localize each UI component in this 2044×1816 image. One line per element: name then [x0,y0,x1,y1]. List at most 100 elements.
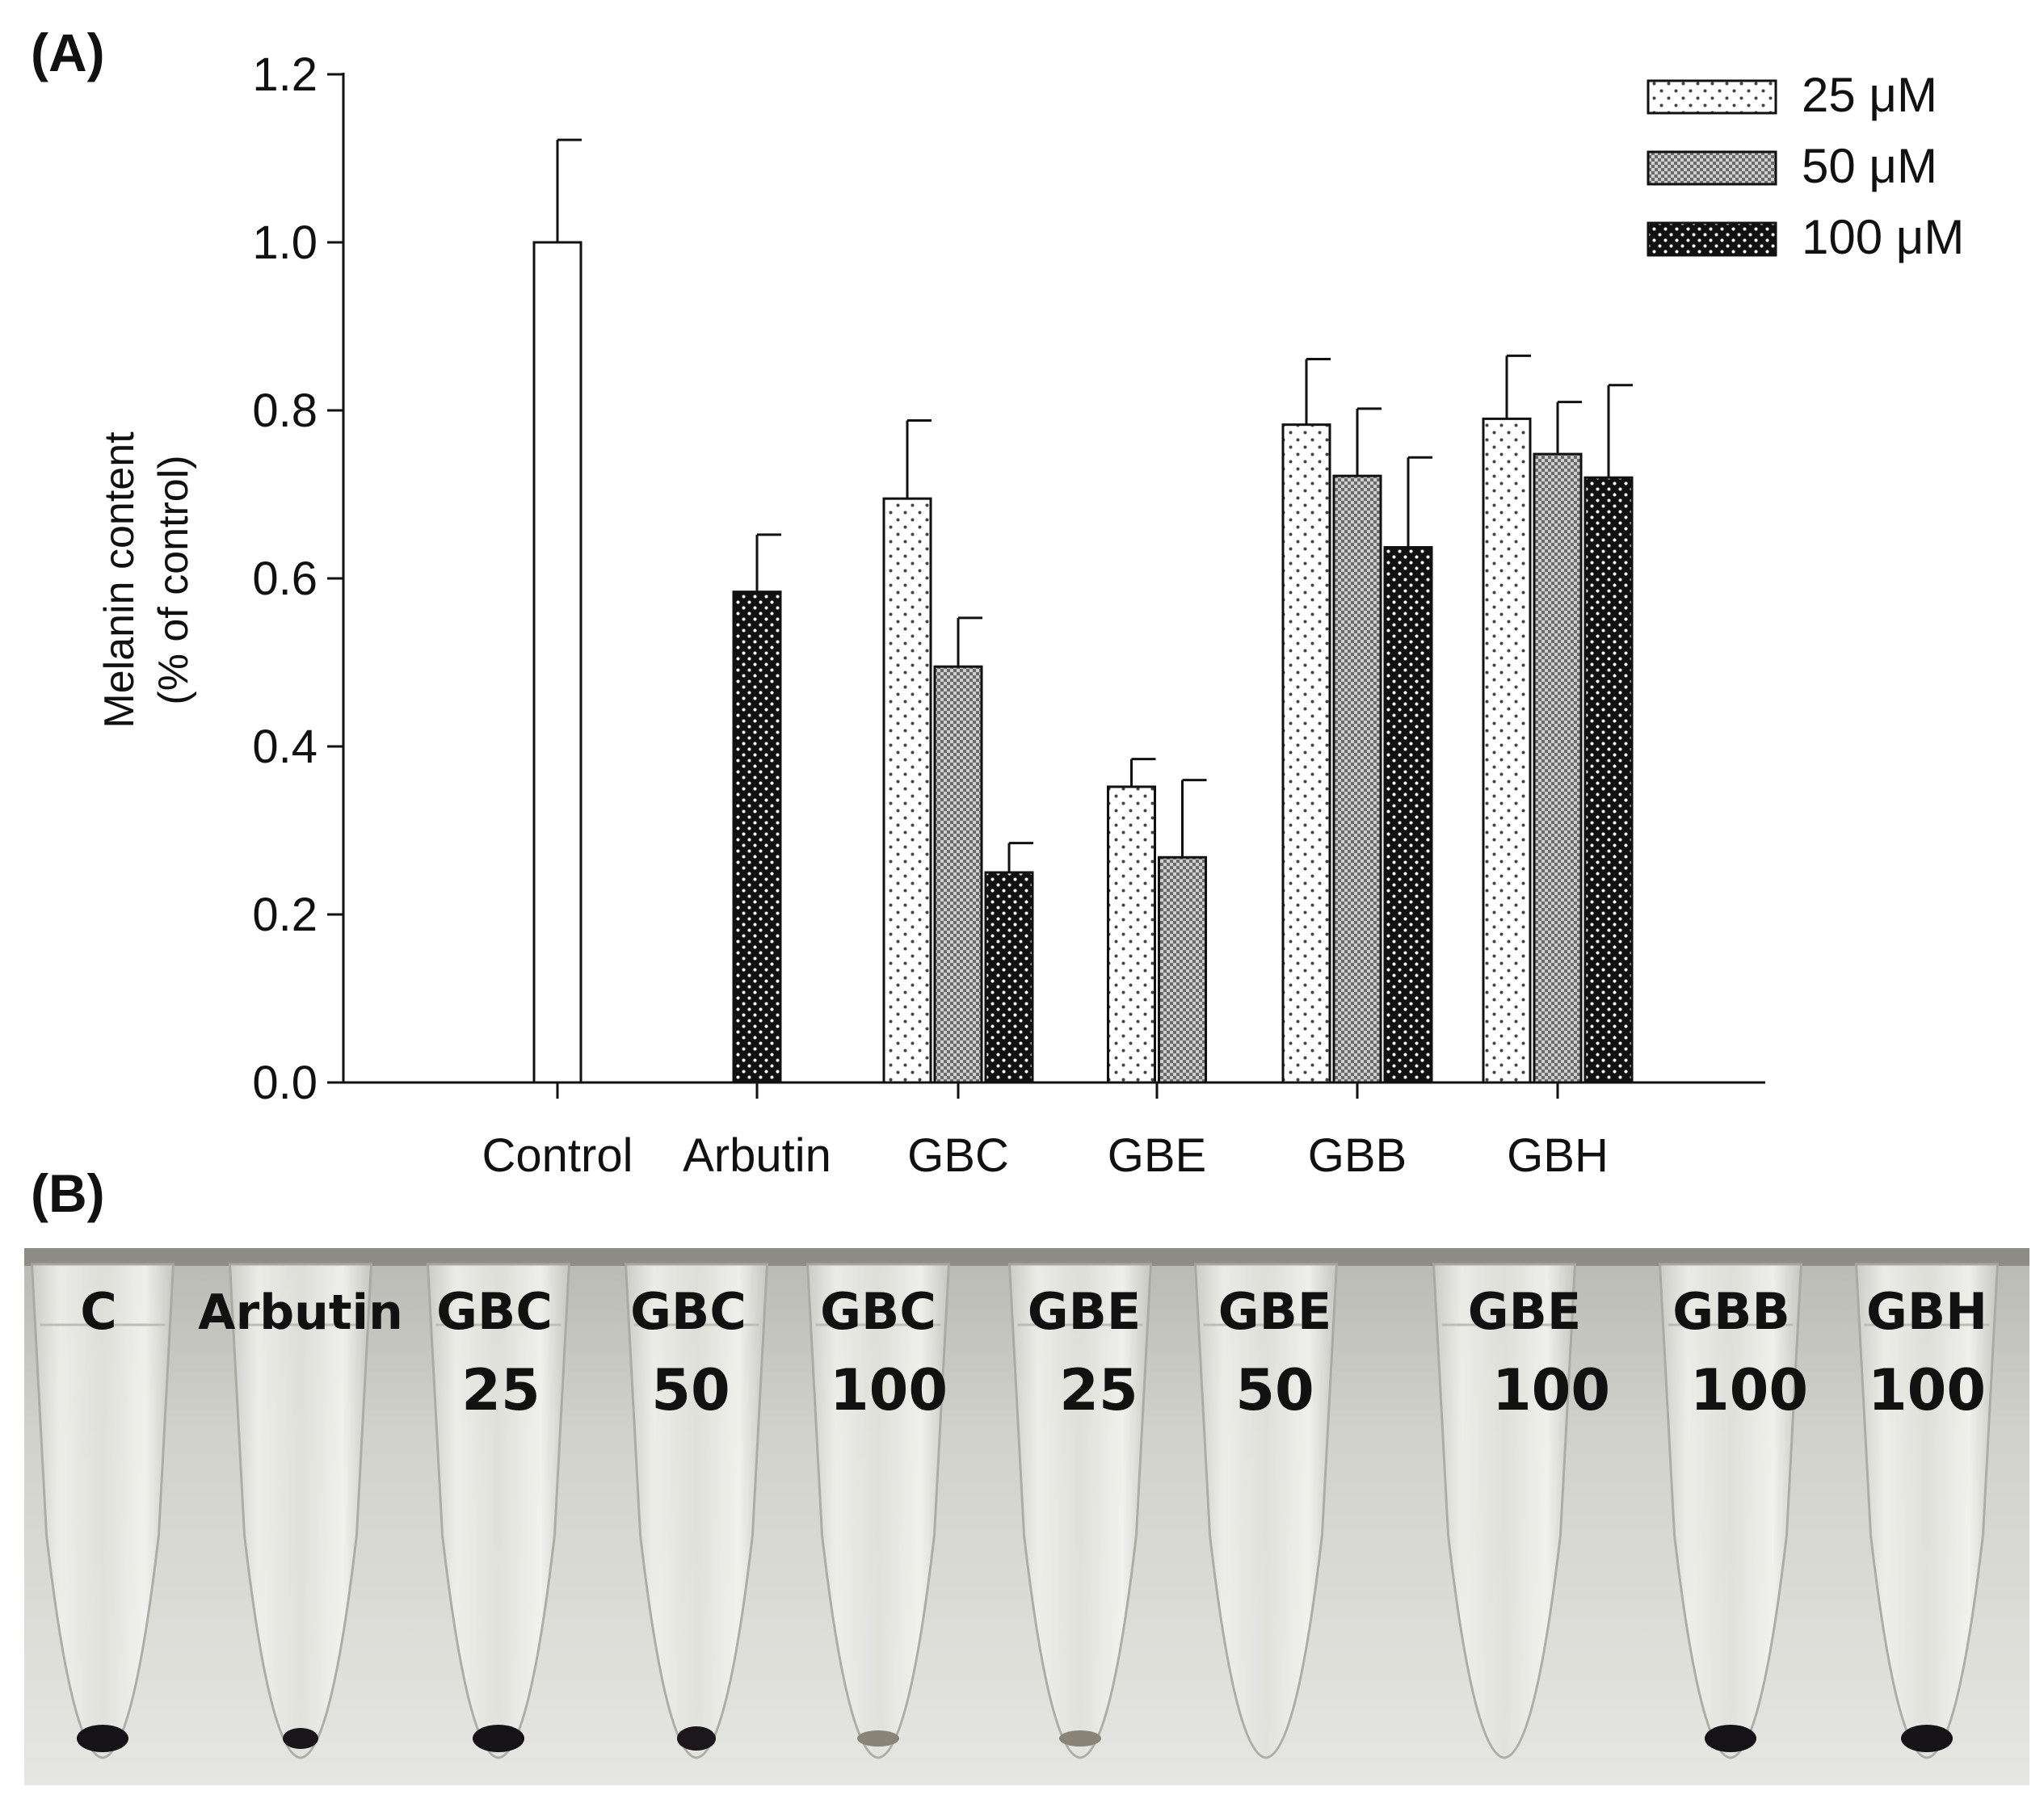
y-tick-label: 0.6 [252,553,318,605]
tube-label-line1: GBE [1468,1282,1582,1341]
pellet [473,1725,524,1752]
tube-body [805,1263,951,1759]
bar-gbc-1 [933,616,983,1084]
tube: GBE 50 [1193,1263,1339,1759]
y-tick-label: 1.0 [252,216,318,269]
tube: C [30,1263,175,1759]
pellet [677,1726,716,1751]
y-axis-title-line1: Melanin content [96,431,143,729]
tube-body [426,1263,571,1759]
bar [882,497,932,1084]
bar-control [532,138,582,1084]
tube-label-line1: Arbutin [198,1284,403,1341]
y-axis-title: Melanin content (% of control) [96,431,197,729]
legend-label: 50 μM [1802,139,1937,193]
bar-gbe-1 [1158,779,1207,1084]
bar-gbb-2 [1383,456,1433,1084]
tube-body [1193,1263,1339,1759]
tube: GBE 100 [1432,1263,1610,1759]
x-tick-label: GBH [1507,1129,1609,1182]
tube: Arbutin [198,1263,403,1759]
bar-gbb-1 [1332,407,1382,1084]
tube-label-line1: C [80,1282,117,1341]
bar [1281,423,1331,1084]
bar-gbe-0 [1107,758,1156,1084]
bar [1332,474,1382,1084]
tube-body [1432,1263,1577,1759]
tube: GBB 100 [1658,1263,1808,1759]
bar-gbh-2 [1583,384,1634,1084]
tube-body [1007,1263,1153,1759]
panel-b-label: (B) [31,1163,105,1223]
bar [732,591,782,1084]
legend-item: 25 μM [1647,68,1937,122]
legend-label: 100 μM [1802,210,1964,264]
tube-label-line2: 50 [651,1357,730,1423]
pellet [77,1725,128,1752]
y-tick-label: 0.4 [252,721,318,773]
legend-swatch [1647,150,1777,186]
tube-body [1854,1263,2000,1759]
legend-item: 50 μM [1647,139,1937,193]
tube-label-line1: GBE [1218,1282,1332,1341]
tube-label-line1: GBC [436,1282,553,1341]
tube-label-line2: 100 [1690,1357,1808,1423]
tube: GBE 25 [1007,1263,1153,1759]
x-tick-label: GBE [1108,1129,1207,1182]
tube: GBC 100 [805,1263,951,1759]
bar-gbc-0 [882,418,932,1084]
pellet [1059,1730,1101,1747]
x-tick-label: Control [482,1129,633,1182]
bar [984,871,1034,1084]
pellet [283,1728,318,1749]
tube-label-line1: GBB [1672,1282,1790,1341]
tube-label-line2: 100 [1868,1357,1986,1423]
tube-label-line2: 100 [830,1357,948,1423]
tube: GBC 25 [426,1263,571,1759]
bar [1107,785,1156,1084]
bar-gbh-0 [1482,354,1532,1084]
tube-label-line2: 25 [461,1357,540,1423]
tube-label-line2: 50 [1235,1357,1314,1423]
bar [1158,855,1207,1084]
pellet [857,1730,899,1747]
legend: 25 μM 50 μM 100 μM [1647,68,1964,264]
y-tick-label: 1.2 [252,48,318,101]
y-axis-title-line2: (% of control) [150,455,197,704]
x-tick-label: Arbutin [683,1129,831,1182]
bar [1583,476,1634,1084]
legend-item: 100 μM [1647,210,1964,264]
plot-area: 0.0 0.2 0.4 0.6 0.8 1.0 1.2 Control Arbutin GBC GB… [252,48,1765,1182]
rack-strip [24,1248,2029,1266]
tube-body [30,1263,175,1759]
tube-label-line2: 100 [1492,1357,1610,1423]
bar [1383,546,1433,1084]
tube-body [228,1263,373,1759]
tube-label-line1: GBC [630,1282,747,1341]
bar [532,241,582,1084]
tube: GBH 100 [1854,1263,2000,1759]
tube-photo: C Arbutin GBC 25 GBC 50 GBC 100 GBE 25 GBE 50 GBE 100… [24,1248,2029,1785]
tube-label-line1: GBC [820,1282,936,1341]
tube-label-line1: GBE [1028,1282,1142,1341]
bar [1482,417,1532,1084]
bar-gbb-0 [1281,358,1331,1084]
y-tick-label: 0.8 [252,385,318,437]
bar-gbh-1 [1533,401,1583,1084]
x-tick-label: GBC [907,1129,1009,1182]
legend-label: 25 μM [1802,68,1937,122]
pellet [1705,1725,1756,1752]
tube-body [624,1263,769,1759]
legend-swatch [1647,221,1777,257]
legend-swatch [1647,79,1777,115]
x-tick-label: GBB [1308,1129,1407,1182]
tube-body [1658,1263,1803,1759]
pellet [1901,1725,1953,1752]
bar [933,665,983,1084]
bar [1533,452,1583,1084]
tubes: C Arbutin GBC 25 GBC 50 GBC 100 GBE 25 GBE 50 GBE 100… [30,1263,2000,1759]
tube-label-line1: GBH [1866,1282,1987,1341]
y-tick-label: 0.2 [252,889,318,941]
bar-gbc-2 [984,842,1034,1084]
